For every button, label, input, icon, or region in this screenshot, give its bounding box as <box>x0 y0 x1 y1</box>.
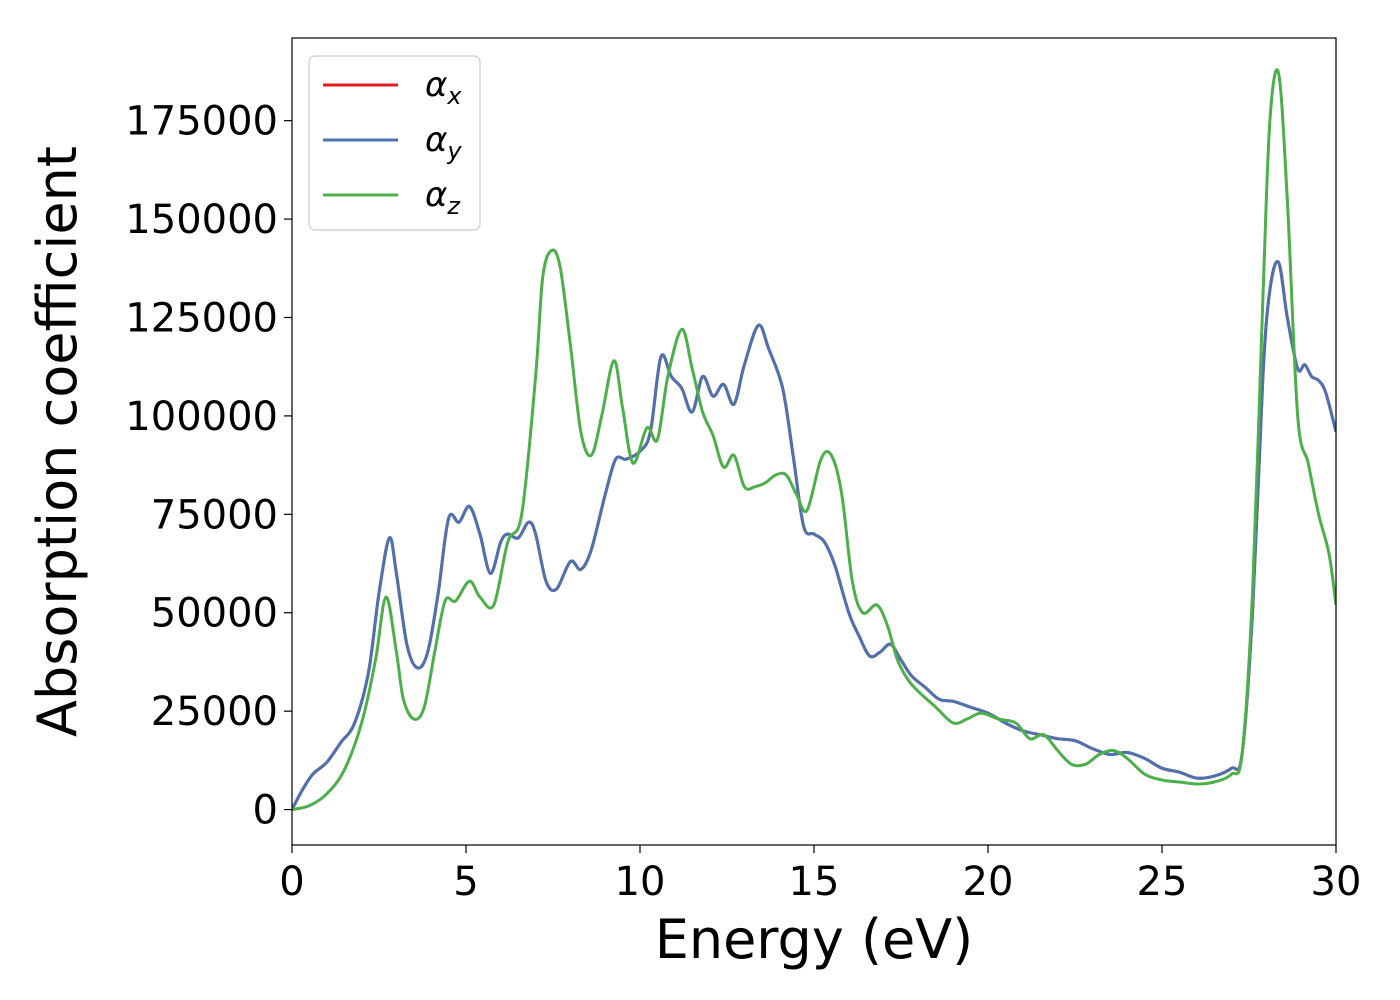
legend-subscript: x <box>446 82 462 110</box>
y-tick-label: 175000 <box>125 99 278 145</box>
legend-subscript: y <box>446 137 462 165</box>
x-tick-label: 5 <box>453 859 478 905</box>
legend-subscript: z <box>446 192 461 220</box>
x-tick-label: 30 <box>1311 859 1362 905</box>
y-tick-label: 50000 <box>151 591 278 637</box>
x-tick-label: 10 <box>615 859 666 905</box>
series-line-y <box>292 259 1336 811</box>
legend-alpha: α <box>425 175 447 215</box>
y-tick-label: 100000 <box>125 394 278 440</box>
series-lines-layer <box>292 68 1336 812</box>
x-tick-label: 25 <box>1137 859 1188 905</box>
series-line-z <box>292 68 1336 812</box>
legend-label-z: αz <box>425 175 461 220</box>
x-axis-title: Energy (eV) <box>655 908 974 971</box>
x-tick-label: 20 <box>963 859 1014 905</box>
legend-label-x: αx <box>425 65 462 110</box>
y-tick-label: 0 <box>253 788 278 834</box>
x-tick-label: 0 <box>279 859 304 905</box>
y-tick-label: 25000 <box>151 689 278 735</box>
x-tick-label: 15 <box>789 859 840 905</box>
legend-alpha: α <box>425 65 447 105</box>
y-axis-title: Absorption coefficient <box>26 146 89 737</box>
ticks-layer: 0 5 10 15 20 25 30 0 25000 50000 75000 100000 125000… <box>125 99 1361 905</box>
y-tick-label: 150000 <box>125 197 278 243</box>
legend-box <box>308 55 481 231</box>
legend-alpha: α <box>425 120 447 160</box>
y-tick-label: 125000 <box>125 295 278 341</box>
legend-label-y: αy <box>425 120 462 165</box>
y-tick-label: 75000 <box>151 492 278 538</box>
